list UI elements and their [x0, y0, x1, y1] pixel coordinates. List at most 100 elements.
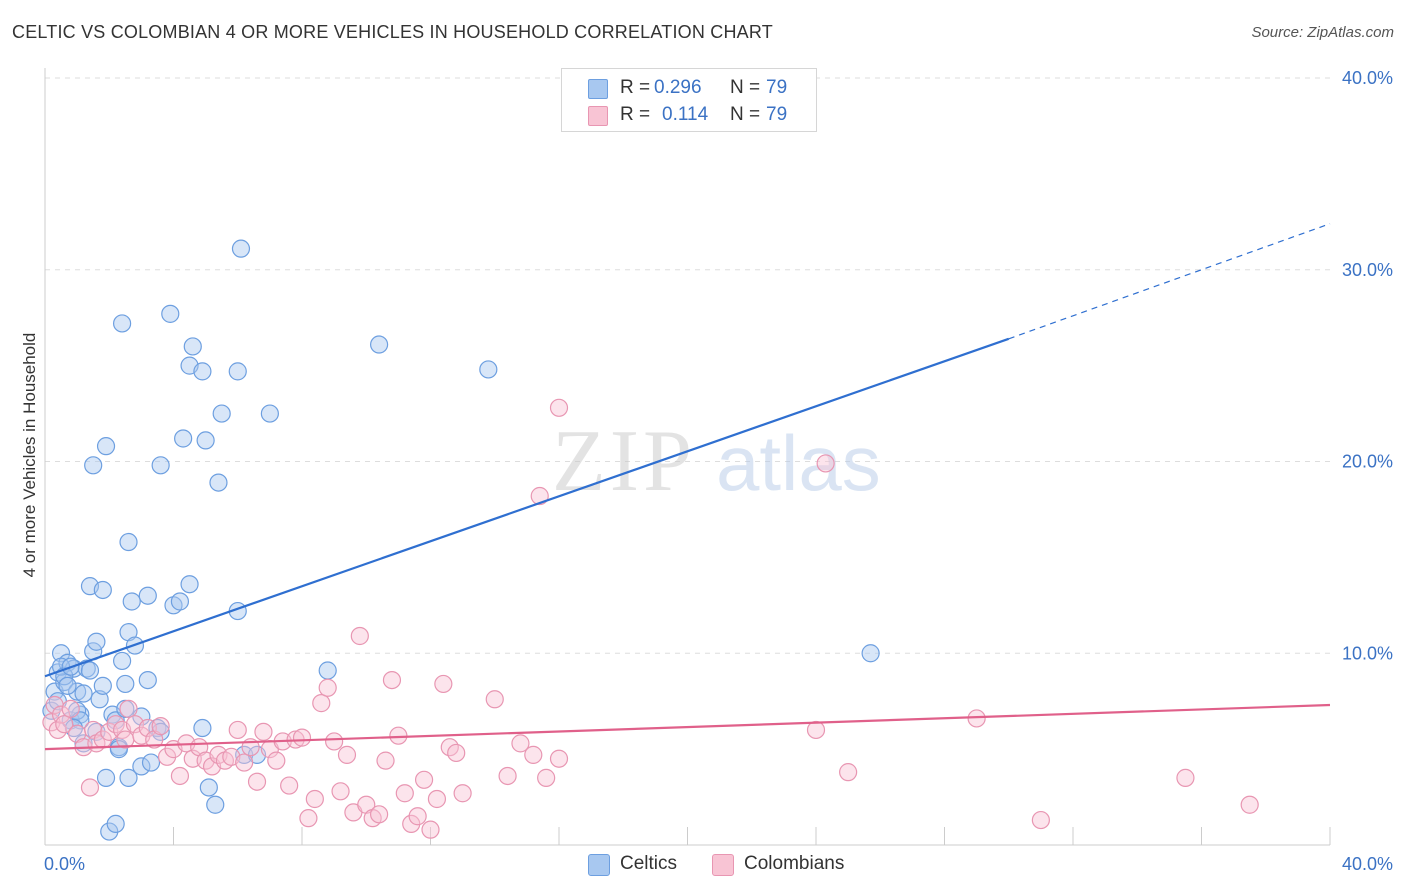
data-point	[549, 749, 569, 768]
colombians-swatch	[588, 106, 608, 126]
n-label: N =	[730, 104, 761, 125]
watermark: ZIP atlas	[552, 413, 881, 510]
data-point	[549, 398, 569, 417]
data-point	[51, 644, 71, 663]
data-point	[485, 690, 504, 709]
data-point	[64, 718, 84, 738]
data-point	[1176, 768, 1195, 787]
data-point	[199, 778, 218, 797]
data-point	[370, 335, 389, 354]
celtics-swatch	[588, 854, 610, 876]
data-point	[119, 768, 138, 787]
data-point	[122, 592, 141, 611]
data-point	[132, 757, 151, 776]
data-point	[206, 795, 225, 814]
y-axis-label: 4 or more Vehicles in Household	[20, 333, 39, 578]
data-point	[51, 705, 71, 724]
data-point	[141, 753, 161, 772]
data-point	[511, 734, 530, 753]
data-point	[93, 676, 112, 695]
data-point	[292, 728, 312, 747]
trend-lines	[44, 223, 1331, 751]
celtics-trend-line	[44, 337, 1010, 678]
data-point	[325, 732, 344, 751]
data-point	[434, 674, 453, 694]
chart-title: CELTIC VS COLOMBIAN 4 OR MORE VEHICLES I…	[12, 22, 773, 42]
data-point	[408, 807, 427, 826]
data-point	[193, 718, 212, 738]
data-point	[58, 676, 77, 695]
data-point	[267, 751, 286, 770]
data-point	[839, 763, 858, 782]
r-label: R =	[620, 104, 651, 125]
data-point	[138, 670, 157, 690]
data-point	[170, 766, 190, 786]
data-point	[376, 751, 395, 770]
data-point	[161, 304, 180, 323]
data-point	[231, 239, 251, 258]
data-point	[106, 814, 125, 834]
y-tick-label: 40.0%	[1342, 68, 1393, 88]
data-point	[119, 532, 138, 552]
watermark-zip: ZIP	[552, 413, 696, 510]
data-point	[537, 768, 556, 787]
tick-labels: 10.0% 20.0% 30.0% 40.0% 0.0% 40.0%	[44, 68, 1393, 874]
data-point	[183, 337, 202, 356]
data-point	[77, 659, 96, 678]
data-point	[196, 431, 215, 450]
data-point	[170, 592, 190, 611]
data-point	[247, 772, 267, 791]
data-point	[209, 473, 228, 492]
data-point	[151, 717, 170, 736]
data-point	[116, 674, 135, 694]
colombians-trend-line	[44, 703, 1331, 751]
data-point	[447, 743, 466, 763]
colombians-swatch	[712, 854, 734, 876]
data-point	[151, 456, 170, 475]
data-point	[280, 776, 299, 795]
data-point	[96, 768, 116, 787]
data-point	[112, 314, 132, 333]
source-label: Source: ZipAtlas.com	[1251, 24, 1394, 41]
x-tick-label: 40.0%	[1342, 854, 1393, 874]
data-point	[96, 437, 116, 456]
data-point	[84, 720, 103, 740]
r-label: R =	[620, 77, 651, 98]
data-point	[331, 782, 350, 801]
data-point	[816, 454, 835, 473]
data-point	[235, 753, 254, 772]
data-point	[254, 722, 273, 741]
r-value: 0.114	[662, 104, 709, 125]
data-point	[427, 789, 447, 809]
y-tick-label: 10.0%	[1342, 643, 1393, 663]
celtics-swatch	[588, 79, 608, 99]
data-point	[112, 651, 132, 671]
data-point	[350, 626, 369, 646]
data-point	[806, 720, 826, 740]
data-point	[55, 715, 74, 734]
data-point	[93, 580, 112, 600]
data-point	[305, 789, 324, 809]
data-point	[479, 360, 498, 379]
data-point	[212, 404, 231, 423]
data-point	[119, 699, 138, 718]
data-point	[61, 699, 80, 718]
data-point	[260, 404, 279, 423]
data-point	[414, 770, 434, 789]
data-point	[84, 456, 103, 475]
data-point	[299, 809, 318, 828]
data-point	[498, 766, 517, 786]
data-point	[80, 661, 100, 680]
data-point	[138, 586, 157, 605]
colombians-label: Colombians	[744, 853, 845, 874]
data-point	[228, 720, 247, 740]
data-point	[395, 784, 414, 803]
data-point	[530, 486, 549, 506]
data-point	[68, 682, 87, 701]
data-point	[524, 745, 543, 764]
n-value: 79	[766, 77, 788, 98]
data-point	[1031, 810, 1050, 830]
grid-lines	[45, 77, 1330, 654]
data-point	[180, 575, 199, 594]
